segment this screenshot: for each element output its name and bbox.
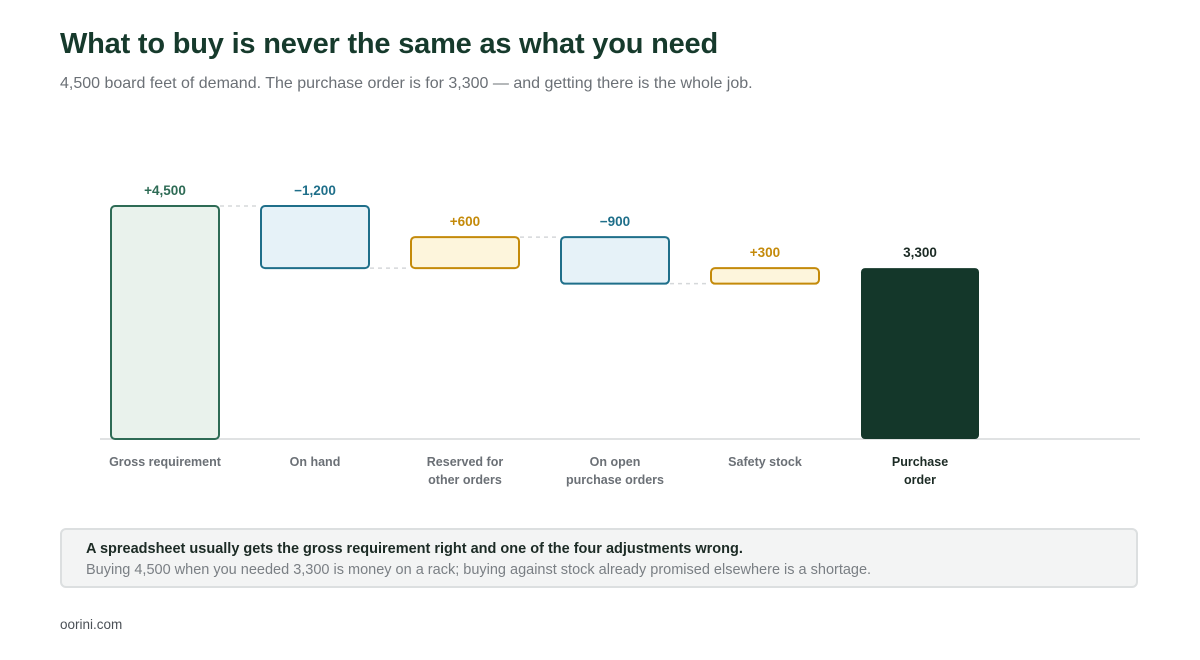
callout-title: A spreadsheet usually gets the gross req… — [86, 541, 743, 557]
category-label: Purchase — [892, 455, 948, 469]
waterfall-bar — [710, 267, 820, 285]
page-subtitle: 4,500 board feet of demand. The purchase… — [60, 75, 753, 92]
callout-body: Buying 4,500 when you needed 3,300 is mo… — [86, 562, 872, 578]
category-label: Gross requirement — [109, 455, 222, 469]
bar-value-label: +4,500 — [144, 183, 186, 198]
waterfall-chart: +4,500 Gross requirement −1,200 On hand +600… — [100, 183, 1140, 487]
category-label: On open — [590, 455, 641, 469]
bar-value-label: −1,200 — [294, 183, 336, 198]
category-label: Safety stock — [728, 455, 802, 469]
category-label: On hand — [290, 455, 341, 469]
footer-source: oorini.com — [60, 617, 123, 632]
waterfall-bar — [260, 205, 370, 270]
category-label: other orders — [428, 473, 502, 487]
category-label: order — [904, 473, 936, 487]
bar-value-label: 3,300 — [903, 245, 937, 260]
waterfall-bar — [410, 236, 520, 270]
callout-box: A spreadsheet usually gets the gross req… — [60, 528, 1138, 588]
bar-value-label: −900 — [600, 214, 630, 229]
category-label: purchase orders — [566, 473, 664, 487]
waterfall-bar — [560, 236, 670, 285]
bar-value-label: +300 — [750, 245, 780, 260]
page-title: What to buy is never the same as what yo… — [60, 28, 718, 60]
waterfall-bar — [110, 205, 220, 440]
waterfall-bar — [861, 268, 979, 439]
bar-value-label: +600 — [450, 214, 480, 229]
category-label: Reserved for — [427, 455, 504, 469]
